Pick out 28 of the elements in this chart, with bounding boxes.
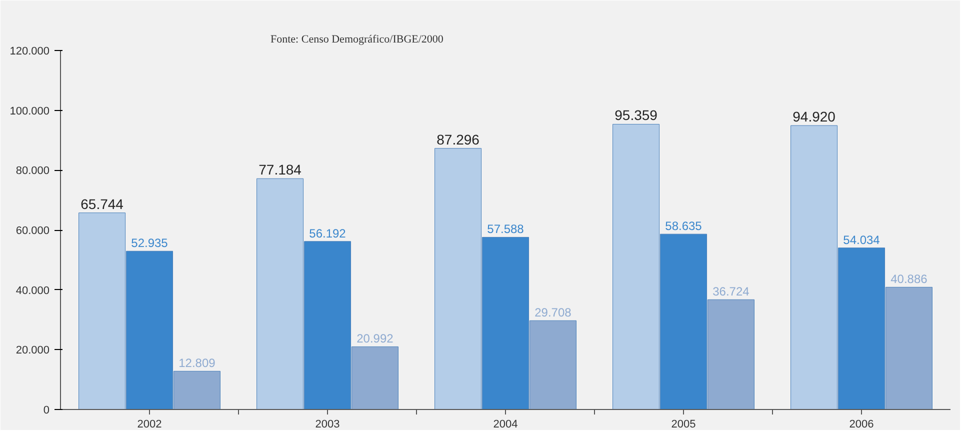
data-label: 54.034 xyxy=(843,232,880,247)
y-tick-label: 100.000 xyxy=(10,105,50,118)
data-label: 94.920 xyxy=(792,108,836,125)
x-tick-label: 2006 xyxy=(849,418,874,430)
source-note: Fonte: Censo Demográfico/IBGE/2000 xyxy=(270,34,444,46)
data-label: 36.724 xyxy=(712,284,750,299)
data-label: 77.184 xyxy=(258,162,302,178)
x-tick-label: 2003 xyxy=(315,418,340,430)
x-tick-label: 2002 xyxy=(137,418,162,430)
data-label: 57.588 xyxy=(487,222,524,236)
data-label: 95.359 xyxy=(614,107,658,124)
data-label: 40.886 xyxy=(890,272,928,286)
data-label: 65.744 xyxy=(80,196,124,212)
y-tick-label: 120.000 xyxy=(10,46,50,58)
data-label: 56.192 xyxy=(309,226,346,240)
data-label: 20.992 xyxy=(356,332,394,346)
data-label: 58.635 xyxy=(665,219,702,234)
data-label: 29.708 xyxy=(534,306,572,320)
x-tick-label: 2004 xyxy=(493,418,518,430)
y-tick-label: 0 xyxy=(43,404,50,416)
data-label: 52.935 xyxy=(131,236,168,250)
data-label: 87.296 xyxy=(436,131,480,148)
y-tick-label: 60.000 xyxy=(16,225,50,237)
x-tick-label: 2005 xyxy=(671,418,696,430)
data-label: 12.809 xyxy=(178,356,216,370)
y-tick-label: 20.000 xyxy=(16,344,50,357)
y-tick-label: 80.000 xyxy=(16,165,50,178)
y-tick-label: 40.000 xyxy=(16,284,50,297)
